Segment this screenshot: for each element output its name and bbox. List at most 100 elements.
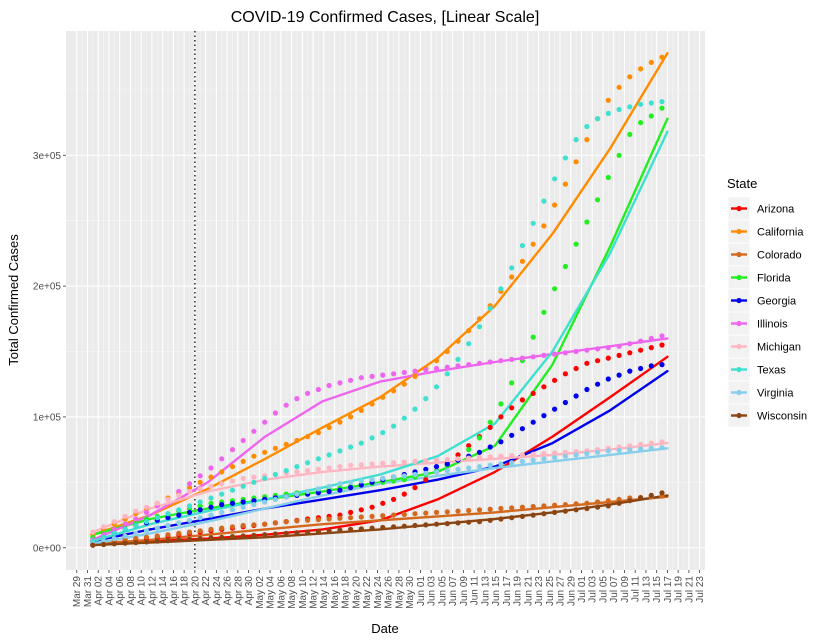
data-point-california xyxy=(562,181,569,187)
data-point-colorado xyxy=(369,513,375,520)
data-point-florida xyxy=(391,478,397,484)
data-point-texas xyxy=(358,440,364,446)
data-point-wisconsin xyxy=(262,532,268,538)
data-point-texas xyxy=(176,507,182,513)
data-point-michigan xyxy=(401,459,407,465)
x-tick-label: Apr 24 xyxy=(212,576,223,606)
data-point-illinois xyxy=(176,488,182,495)
data-point-florida xyxy=(541,309,547,315)
legend-key-point xyxy=(736,274,742,281)
data-point-florida xyxy=(498,401,504,407)
data-point-georgia xyxy=(337,487,343,493)
data-point-illinois xyxy=(487,359,493,365)
data-point-arizona xyxy=(530,390,536,396)
data-point-virginia xyxy=(154,525,160,531)
data-point-texas xyxy=(584,123,590,130)
data-point-florida xyxy=(659,105,665,111)
x-tick-label: Jun 15 xyxy=(491,576,502,606)
x-tick-label: Jun 05 xyxy=(437,576,448,606)
data-point-virginia xyxy=(573,452,579,458)
legend-key-point xyxy=(736,412,742,419)
data-point-colorado xyxy=(423,510,429,516)
data-point-michigan xyxy=(326,465,332,471)
data-point-illinois xyxy=(519,355,526,361)
data-point-colorado xyxy=(315,517,321,523)
trend-line-colorado xyxy=(91,495,669,545)
data-point-california xyxy=(401,381,407,387)
data-point-texas xyxy=(552,176,558,182)
data-point-california xyxy=(659,54,665,60)
data-point-michigan xyxy=(315,466,321,472)
x-tick-label: May 08 xyxy=(287,576,298,609)
data-point-colorado xyxy=(605,498,611,504)
data-point-georgia xyxy=(627,368,633,374)
data-point-virginia xyxy=(176,520,182,526)
data-point-michigan xyxy=(487,454,493,460)
data-point-virginia xyxy=(369,477,375,483)
data-point-illinois xyxy=(412,368,418,374)
data-point-colorado xyxy=(412,511,418,517)
x-tick-label: May 10 xyxy=(298,576,309,609)
data-point-texas xyxy=(627,104,633,110)
data-point-texas xyxy=(391,423,397,429)
data-point-california xyxy=(391,388,397,394)
data-point-california xyxy=(251,453,257,459)
data-point-colorado xyxy=(573,501,579,507)
x-tick-label: May 04 xyxy=(266,576,277,609)
legend-label-michigan: Michigan xyxy=(757,342,801,354)
data-point-wisconsin xyxy=(616,500,622,506)
data-point-wisconsin xyxy=(595,504,601,510)
y-tick-label: 1e+05 xyxy=(33,412,62,423)
data-point-florida xyxy=(509,380,515,386)
data-point-california xyxy=(305,434,311,440)
x-tick-label: Apr 04 xyxy=(104,576,115,606)
data-point-texas xyxy=(509,265,515,271)
data-point-colorado xyxy=(380,513,386,519)
data-point-colorado xyxy=(498,505,504,512)
x-tick-label: Apr 08 xyxy=(126,576,137,606)
data-point-california xyxy=(412,373,418,379)
data-point-georgia xyxy=(315,490,321,496)
data-point-texas xyxy=(380,430,386,436)
data-point-florida xyxy=(562,263,569,270)
data-point-arizona xyxy=(412,485,418,491)
data-point-arizona xyxy=(562,371,569,377)
data-point-florida xyxy=(552,286,558,292)
data-point-arizona xyxy=(627,350,633,356)
data-point-georgia xyxy=(530,419,536,425)
data-point-michigan xyxy=(251,474,257,480)
data-point-virginia xyxy=(648,445,654,451)
data-point-colorado xyxy=(326,516,332,522)
data-point-arizona xyxy=(648,345,654,351)
x-tick-label: Apr 22 xyxy=(201,576,212,606)
data-point-illinois xyxy=(476,360,483,366)
data-point-virginia xyxy=(111,536,117,542)
data-point-illinois xyxy=(197,473,203,479)
x-axis-title: Date xyxy=(371,621,398,636)
data-point-texas xyxy=(476,324,483,330)
data-point-colorado xyxy=(530,503,536,510)
data-point-virginia xyxy=(509,460,515,466)
data-point-colorado xyxy=(229,524,236,530)
data-point-virginia xyxy=(584,451,590,457)
data-point-arizona xyxy=(455,452,461,458)
data-point-wisconsin xyxy=(530,512,536,518)
data-point-california xyxy=(627,74,633,80)
data-point-texas xyxy=(605,110,611,116)
data-point-georgia xyxy=(552,406,558,412)
x-tick-label: Apr 10 xyxy=(137,576,148,606)
data-point-virginia xyxy=(380,475,386,481)
data-point-georgia xyxy=(197,507,203,513)
legend-label-wisconsin: Wisconsin xyxy=(757,411,807,423)
data-point-wisconsin xyxy=(509,515,515,521)
data-point-virginia xyxy=(638,446,644,452)
data-point-wisconsin xyxy=(315,528,321,535)
data-point-virginia xyxy=(165,522,171,529)
data-point-virginia xyxy=(519,458,526,464)
data-point-illinois xyxy=(627,341,633,347)
data-point-michigan xyxy=(391,460,397,466)
legend-label-arizona: Arizona xyxy=(757,204,795,216)
legend-key-point xyxy=(736,228,742,235)
data-point-arizona xyxy=(584,360,590,366)
data-point-texas xyxy=(101,534,107,540)
